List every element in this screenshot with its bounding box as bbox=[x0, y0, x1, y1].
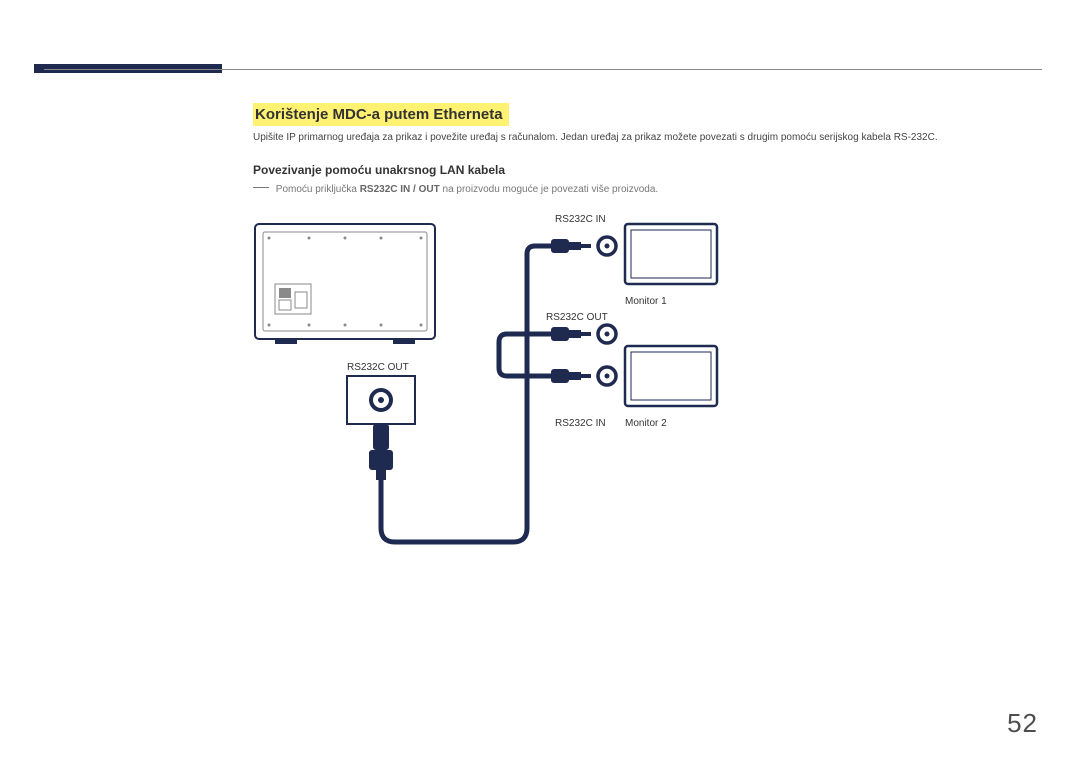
connection-diagram: RS232C IN Monitor 1 RS232C OUT RS232C IN… bbox=[255, 210, 775, 550]
footnote-suffix: na proizvodu moguće je povezati više pro… bbox=[440, 184, 658, 195]
monitor2-outline bbox=[625, 346, 717, 406]
footnote-bold: RS232C IN / OUT bbox=[360, 184, 440, 195]
plug-monitor1-out bbox=[551, 325, 616, 343]
subsection-heading: Povezivanje pomoću unakrsnog LAN kabela bbox=[253, 163, 505, 177]
diagram-svg bbox=[255, 210, 775, 550]
display-back-panel bbox=[255, 224, 435, 344]
intro-paragraph: Upišite IP primarnog uređaja za prikaz i… bbox=[253, 131, 1013, 145]
footnote-dash bbox=[253, 187, 269, 188]
plug-monitor1-in bbox=[551, 237, 616, 255]
section-heading: Korištenje MDC-a putem Etherneta bbox=[253, 103, 509, 126]
footnote: Pomoću priključka RS232C IN / OUT na pro… bbox=[253, 184, 658, 195]
plug-monitor2-in bbox=[551, 367, 616, 385]
monitor1-outline bbox=[625, 224, 717, 284]
page-number: 52 bbox=[1007, 708, 1038, 739]
footnote-prefix: Pomoću priključka bbox=[276, 184, 360, 195]
cable-to-monitor1 bbox=[381, 246, 551, 542]
plug-source bbox=[369, 424, 393, 480]
rs232c-out-port-box bbox=[347, 376, 415, 424]
top-rule bbox=[44, 69, 1042, 70]
